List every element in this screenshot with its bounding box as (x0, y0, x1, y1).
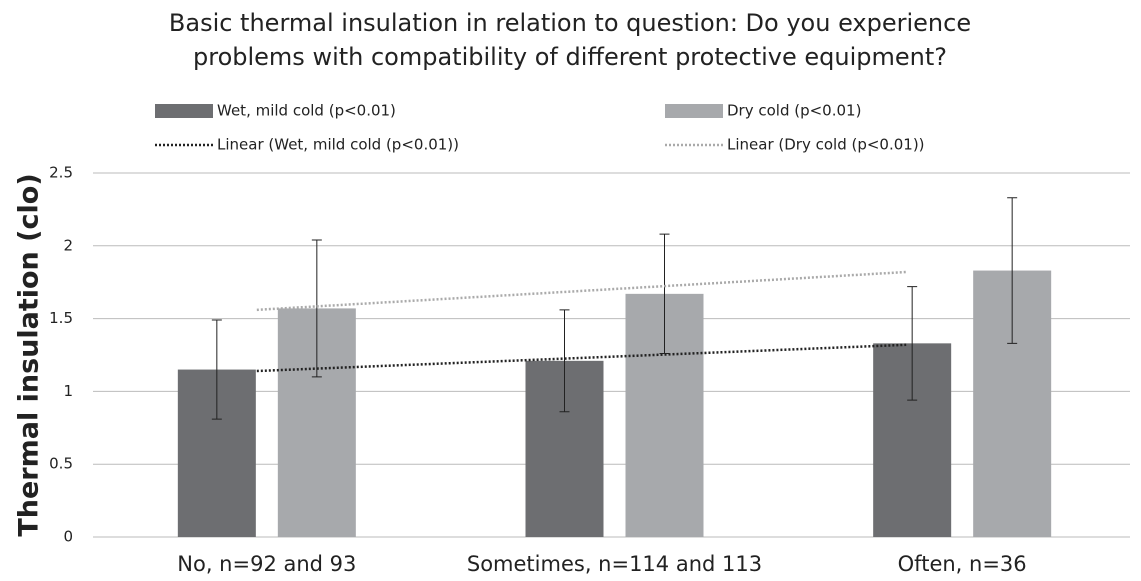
trendline (256, 270, 907, 312)
legend-swatch (665, 104, 723, 118)
legend-swatch (155, 104, 213, 118)
error-bar (559, 309, 570, 413)
chart-title: Basic thermal insulation in relation to … (169, 9, 971, 37)
chart-title: problems with compatibility of different… (193, 43, 947, 71)
y-axis-label: Thermal insulation (clo) (14, 173, 45, 536)
error-bar (311, 239, 322, 378)
error-bar (907, 286, 918, 401)
x-tick-label: Sometimes, n=114 and 113 (467, 552, 762, 576)
y-tick-label: 0 (63, 528, 73, 546)
legend-label: Dry cold (p<0.01) (727, 102, 861, 120)
legend-label: Wet, mild cold (p<0.01) (217, 102, 396, 120)
trendline (256, 343, 907, 373)
legend-label: Linear (Dry cold (p<0.01)) (727, 136, 925, 154)
x-tick-label: Often, n=36 (898, 552, 1027, 576)
y-tick-label: 1 (63, 382, 73, 400)
y-tick-label: 1.5 (49, 309, 73, 327)
x-tick-label: No, n=92 and 93 (177, 552, 356, 576)
error-bar (1007, 197, 1018, 344)
error-bar (211, 319, 222, 420)
legend-label: Linear (Wet, mild cold (p<0.01)) (217, 136, 459, 154)
y-tick-label: 2.5 (49, 164, 73, 182)
y-tick-label: 2 (63, 236, 73, 254)
y-tick-label: 0.5 (49, 455, 73, 473)
